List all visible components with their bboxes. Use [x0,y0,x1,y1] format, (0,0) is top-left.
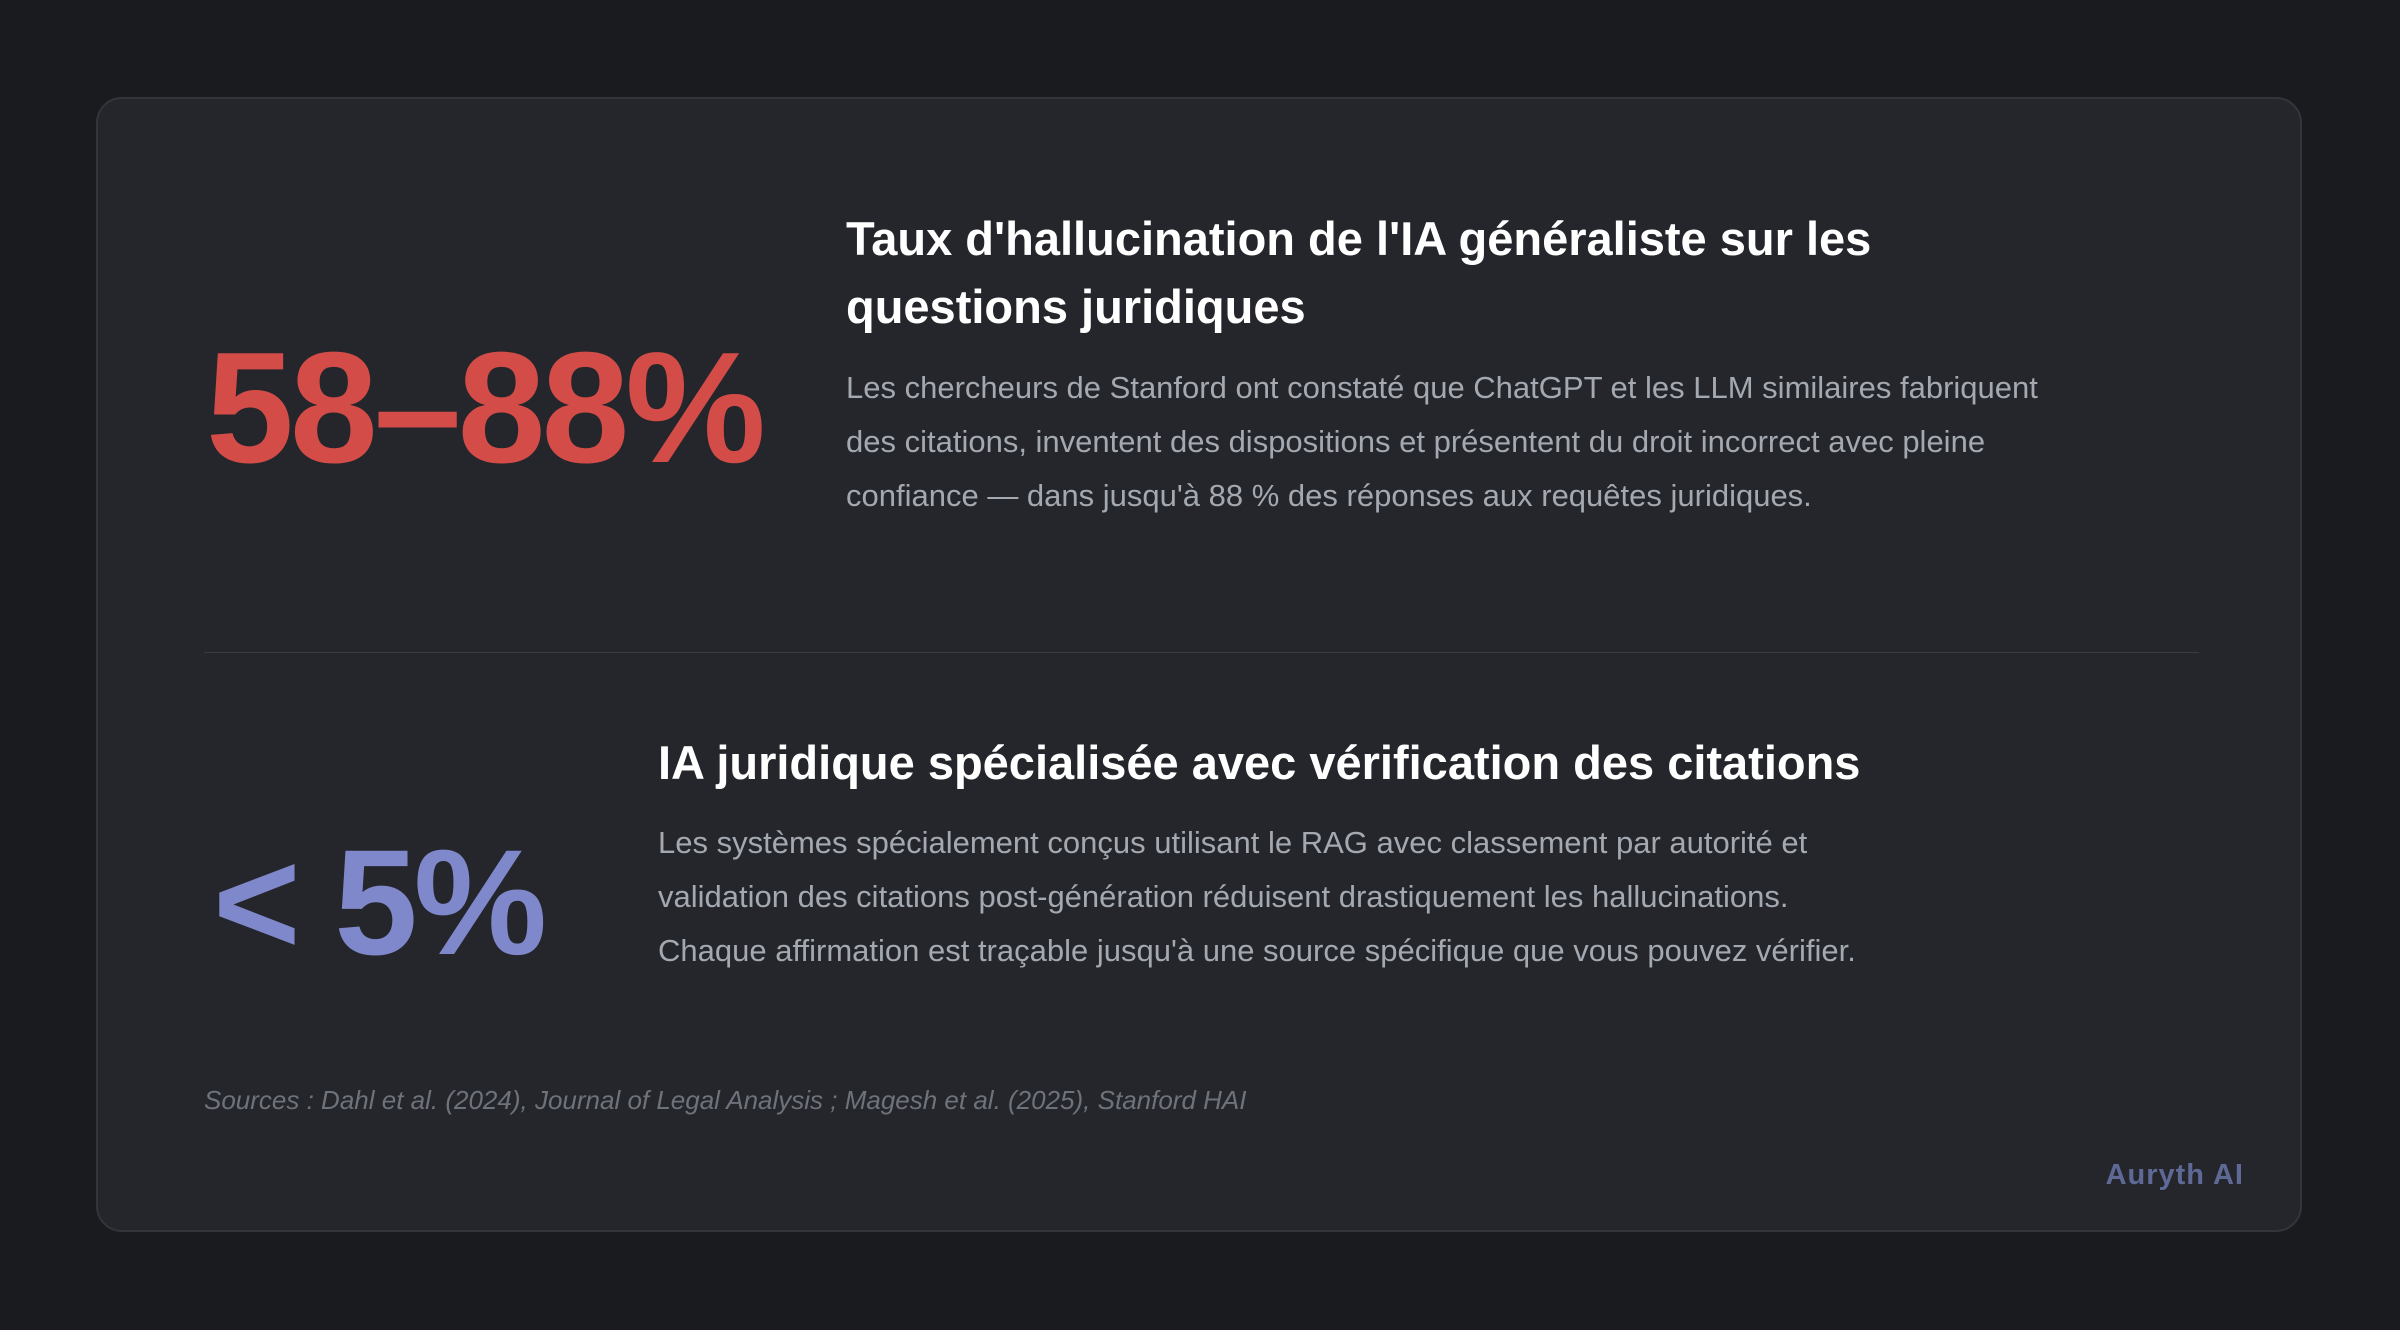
general-ai-hallucination-rate: 58–88% [206,320,766,496]
sources-note: Sources : Dahl et al. (2024), Journal of… [204,1085,1247,1115]
specialized-ai-title: IA juridique spécialisée avec vérificati… [658,736,1861,789]
specialized-ai-hallucination-rate: < 5% [213,818,547,986]
section-divider [204,652,2199,653]
general-ai-title: Taux d'hallucination de l'IA généraliste… [846,212,1872,333]
general-ai-description: Les chercheurs de Stanford ont constaté … [846,370,2038,513]
brand-logo-text: Auryth AI [2105,1159,2244,1191]
stats-card: 58–88% Taux d'hallucination de l'IA géné… [96,97,2302,1232]
specialized-ai-description: Les systèmes spécialement conçus utilisa… [658,825,1856,968]
